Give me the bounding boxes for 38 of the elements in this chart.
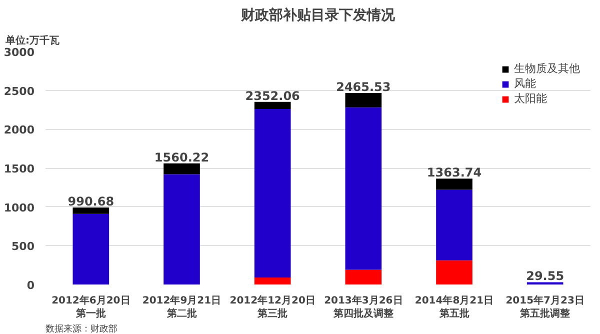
legend-label: 风能 (514, 76, 536, 91)
chart-title: 财政部补贴目录下发情况 (240, 6, 396, 24)
bar (254, 108, 291, 278)
bar (254, 102, 291, 109)
bar (164, 174, 200, 284)
x-tick-label: 2014年8月21日第五批 (414, 294, 494, 320)
total-label: 1560.22 (154, 150, 210, 164)
x-tick-label: 2013年3月26日第四批及调整 (324, 294, 403, 320)
total-label: 29.55 (526, 269, 564, 284)
total-label: 2465.53 (336, 80, 391, 94)
bar (72, 214, 110, 284)
y-tick-label: 1500 (4, 162, 35, 176)
bar (254, 278, 291, 284)
y-tick-label: 0 (26, 279, 35, 292)
total-label: 2352.06 (245, 88, 300, 103)
y-tick-label: 500 (12, 240, 35, 254)
total-label: 990.68 (68, 194, 114, 209)
source-note: 数据来源：财政部 (46, 324, 118, 334)
y-tick-label: 3000 (4, 46, 35, 59)
x-tick-label: 2012年6月20日第一批 (52, 294, 130, 320)
bar (72, 208, 110, 214)
y-tick-label: 1000 (4, 201, 35, 214)
bar (345, 270, 382, 284)
legend-label: 太阳能 (514, 91, 547, 106)
bar (345, 107, 382, 270)
legend-label: 生物质及其他 (514, 61, 580, 76)
bar (436, 190, 472, 260)
y-tick-label: 2500 (4, 84, 35, 98)
bar (164, 163, 200, 174)
bar (436, 260, 472, 284)
x-tick-label: 2012年12月20日第三批 (230, 294, 316, 320)
total-label: 1363.74 (426, 166, 482, 180)
bar (345, 93, 382, 108)
x-tick-label: 2015年7月23日第五批调整 (506, 294, 584, 320)
bar (436, 178, 472, 190)
y-axis-title: 单位:万千瓦 (4, 34, 60, 46)
y-tick-label: 2000 (4, 124, 35, 137)
x-tick-label: 2012年9月21日第二批 (142, 294, 222, 320)
